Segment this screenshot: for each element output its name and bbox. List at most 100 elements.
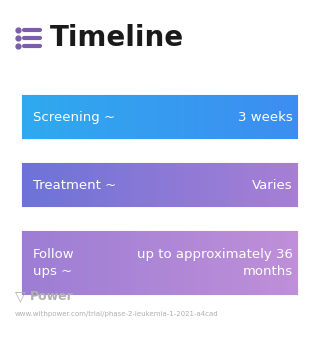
Bar: [97, 88, 102, 146]
Bar: [189, 224, 194, 302]
Bar: [286, 224, 291, 302]
Bar: [150, 88, 156, 146]
Bar: [204, 156, 209, 214]
Bar: [261, 156, 267, 214]
Bar: [68, 156, 74, 214]
Bar: [136, 224, 141, 302]
Bar: [29, 88, 35, 146]
Bar: [44, 156, 49, 214]
Bar: [15, 224, 20, 302]
Bar: [136, 156, 141, 214]
Bar: [237, 224, 243, 302]
Bar: [112, 88, 117, 146]
Bar: [92, 224, 98, 302]
Bar: [208, 156, 214, 214]
Bar: [15, 156, 20, 214]
Bar: [271, 88, 276, 146]
Bar: [83, 156, 88, 214]
Bar: [281, 88, 286, 146]
Bar: [59, 224, 64, 302]
Bar: [184, 88, 189, 146]
Bar: [165, 88, 170, 146]
Bar: [68, 88, 74, 146]
Bar: [49, 88, 54, 146]
Bar: [29, 156, 35, 214]
Bar: [291, 156, 296, 214]
Bar: [63, 88, 69, 146]
Bar: [165, 156, 170, 214]
Bar: [208, 224, 214, 302]
Bar: [73, 88, 78, 146]
Bar: [131, 88, 136, 146]
Bar: [165, 224, 170, 302]
Text: Power: Power: [30, 289, 74, 303]
Bar: [73, 224, 78, 302]
Bar: [291, 224, 296, 302]
Bar: [131, 156, 136, 214]
Bar: [155, 224, 161, 302]
Bar: [121, 88, 127, 146]
Bar: [242, 88, 247, 146]
Bar: [276, 88, 281, 146]
Bar: [150, 156, 156, 214]
Bar: [15, 88, 20, 146]
Bar: [126, 224, 132, 302]
Bar: [160, 224, 165, 302]
Bar: [228, 88, 233, 146]
Bar: [39, 88, 44, 146]
Text: ▽: ▽: [15, 289, 26, 303]
Bar: [126, 88, 132, 146]
Bar: [204, 224, 209, 302]
Bar: [247, 224, 252, 302]
Bar: [29, 224, 35, 302]
Bar: [107, 156, 112, 214]
Bar: [73, 156, 78, 214]
Bar: [199, 88, 204, 146]
Bar: [199, 224, 204, 302]
Bar: [112, 224, 117, 302]
Bar: [189, 88, 194, 146]
Bar: [223, 88, 228, 146]
Bar: [179, 88, 185, 146]
Bar: [233, 224, 238, 302]
Bar: [116, 88, 122, 146]
Bar: [160, 88, 165, 146]
Bar: [218, 224, 223, 302]
Bar: [184, 224, 189, 302]
Bar: [174, 156, 180, 214]
Bar: [247, 156, 252, 214]
Bar: [87, 156, 93, 214]
Bar: [49, 224, 54, 302]
Bar: [121, 224, 127, 302]
Bar: [116, 156, 122, 214]
Bar: [223, 224, 228, 302]
Bar: [261, 224, 267, 302]
Bar: [44, 88, 49, 146]
Bar: [25, 156, 30, 214]
Bar: [78, 224, 83, 302]
Bar: [179, 156, 185, 214]
Bar: [228, 224, 233, 302]
Bar: [25, 88, 30, 146]
Bar: [257, 156, 262, 214]
Bar: [276, 224, 281, 302]
Bar: [261, 88, 267, 146]
Bar: [170, 88, 175, 146]
Bar: [87, 224, 93, 302]
Bar: [20, 156, 25, 214]
Bar: [83, 224, 88, 302]
Bar: [141, 224, 146, 302]
Bar: [141, 88, 146, 146]
Bar: [276, 156, 281, 214]
Bar: [102, 156, 107, 214]
Bar: [242, 156, 247, 214]
Bar: [194, 88, 199, 146]
Bar: [102, 224, 107, 302]
Bar: [281, 156, 286, 214]
Bar: [59, 88, 64, 146]
Bar: [174, 88, 180, 146]
Bar: [223, 156, 228, 214]
Bar: [218, 88, 223, 146]
Bar: [150, 224, 156, 302]
Bar: [179, 224, 185, 302]
